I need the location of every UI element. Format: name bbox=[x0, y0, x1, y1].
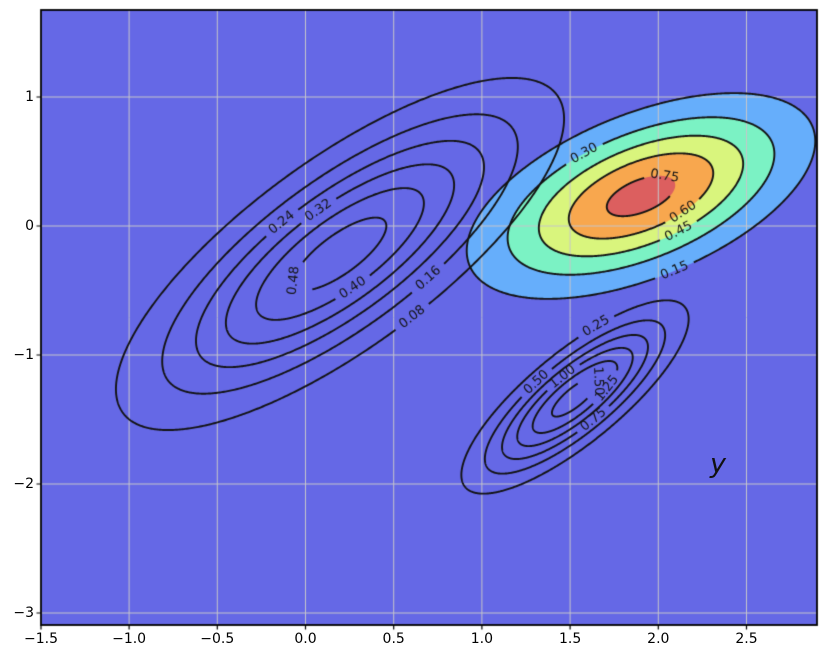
y-tick-label: −3 bbox=[13, 605, 34, 621]
x-tick-label: 2.5 bbox=[735, 631, 758, 647]
y-tick-label: −2 bbox=[13, 476, 34, 492]
x-tick-label: −1.5 bbox=[24, 631, 58, 647]
x-tick-label: 0.0 bbox=[294, 631, 317, 647]
y-tick-label: 1 bbox=[25, 89, 34, 105]
x-tick-label: −0.5 bbox=[200, 631, 235, 647]
annotation-y: y bbox=[710, 448, 726, 480]
y-tick-label: −1 bbox=[13, 347, 34, 363]
x-tick-label: −1.0 bbox=[112, 631, 147, 647]
x-tick-label: 1.0 bbox=[470, 631, 494, 647]
x-tick-label: 1.5 bbox=[558, 631, 582, 647]
y-tick-label: 0 bbox=[25, 218, 34, 234]
x-tick-label: 0.5 bbox=[382, 631, 405, 647]
x-tick-label: 2.0 bbox=[647, 631, 670, 647]
